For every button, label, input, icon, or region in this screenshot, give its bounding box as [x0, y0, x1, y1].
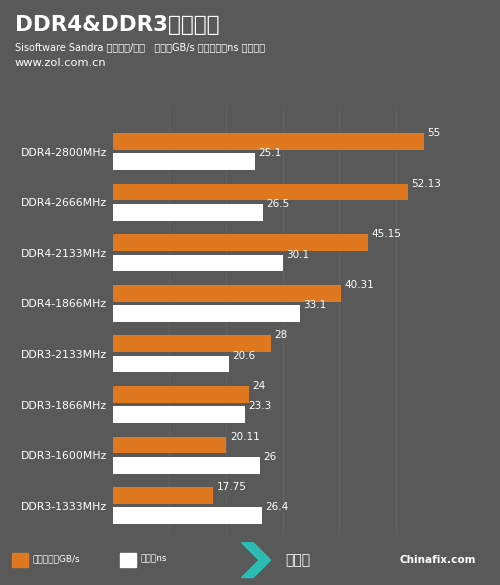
Text: Sisoftware Sandra 内存带宽/延迟   单位：GB/s 越大越好；ns 越小越好: Sisoftware Sandra 内存带宽/延迟 单位：GB/s 越大越好；n… — [15, 42, 265, 52]
Bar — [112, 305, 300, 322]
Text: 26: 26 — [263, 452, 276, 462]
Bar — [112, 436, 226, 453]
Text: 17.75: 17.75 — [216, 482, 246, 492]
Bar — [112, 335, 271, 352]
Text: 23.3: 23.3 — [248, 401, 271, 411]
Text: 45.15: 45.15 — [372, 229, 402, 239]
Text: 内存带宽：GB/s: 内存带宽：GB/s — [32, 555, 80, 563]
Bar — [112, 507, 262, 524]
Text: 延迟：ns: 延迟：ns — [140, 555, 167, 563]
Bar — [12, 553, 28, 567]
Text: 26.5: 26.5 — [266, 199, 289, 209]
Bar — [112, 254, 283, 271]
Bar — [112, 285, 341, 302]
Bar — [112, 153, 255, 170]
Text: DDR4&DDR3对比测试: DDR4&DDR3对比测试 — [15, 15, 220, 35]
Text: 33.1: 33.1 — [304, 300, 326, 310]
Bar — [112, 406, 244, 423]
Text: 迅维网: 迅维网 — [285, 553, 310, 567]
Bar — [112, 457, 260, 474]
Text: 24: 24 — [252, 381, 265, 391]
Bar — [112, 386, 248, 402]
Bar — [112, 235, 368, 251]
Text: 26.4: 26.4 — [266, 503, 289, 512]
Text: 55: 55 — [428, 128, 441, 138]
Text: 25.1: 25.1 — [258, 149, 281, 159]
Text: 28: 28 — [274, 331, 288, 340]
Text: www.zol.com.cn: www.zol.com.cn — [15, 58, 106, 68]
Bar — [112, 487, 213, 504]
Bar — [120, 553, 136, 567]
Text: Chinafix.com: Chinafix.com — [399, 555, 476, 565]
Text: 40.31: 40.31 — [344, 280, 374, 290]
Text: 52.13: 52.13 — [412, 178, 441, 189]
Bar — [112, 133, 424, 150]
Bar — [112, 356, 229, 373]
Text: 20.6: 20.6 — [232, 350, 256, 361]
Text: 20.11: 20.11 — [230, 432, 260, 442]
Bar — [112, 204, 262, 221]
Text: 30.1: 30.1 — [286, 250, 310, 260]
Polygon shape — [242, 543, 270, 577]
Bar — [112, 184, 408, 201]
